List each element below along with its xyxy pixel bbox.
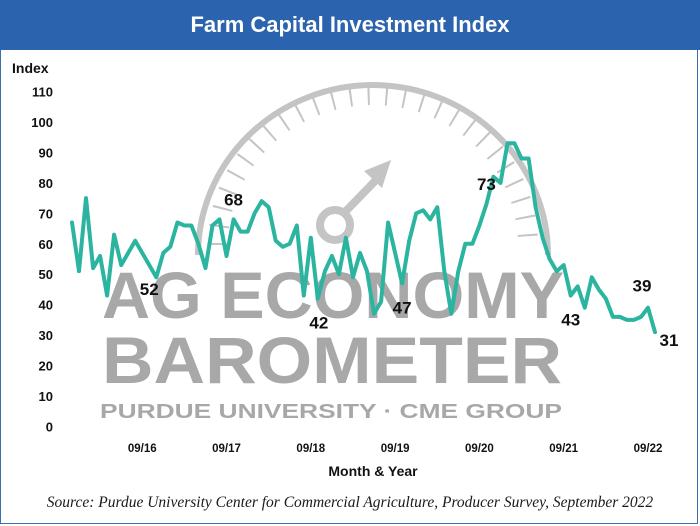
x-tick-label: 09/18	[296, 443, 325, 455]
series-layer	[70, 141, 657, 335]
y-tick-label: 0	[46, 420, 53, 435]
source-note: Source: Purdue University Center for Com…	[46, 494, 654, 511]
data-label: 73	[477, 175, 496, 194]
data-label: 31	[660, 331, 679, 350]
y-tick-label: 110	[32, 85, 53, 100]
data-label: 47	[393, 298, 412, 317]
data-labels: 52 68 42 47 73 43 39 31	[140, 175, 679, 350]
y-tick-label: 60	[39, 237, 53, 252]
y-tick-label: 70	[39, 206, 53, 221]
y-tick-label: 100	[31, 115, 53, 130]
x-tick-label: 09/17	[212, 443, 241, 455]
x-tick-label: 09/16	[128, 443, 157, 455]
watermark-line-1: AG ECONOMY	[102, 258, 564, 332]
x-tick-label: 09/22	[634, 443, 663, 455]
watermark-gauge	[195, 82, 551, 256]
data-label: 39	[633, 277, 652, 296]
x-tick-label: 09/19	[381, 443, 410, 455]
y-tick-label: 10	[39, 389, 53, 404]
x-tick-label: 09/20	[465, 443, 494, 455]
y-tick-label: 20	[39, 359, 53, 374]
y-tick-label: 90	[39, 145, 53, 160]
data-label: 52	[140, 280, 159, 299]
y-tick-label: 50	[39, 267, 53, 282]
data-label: 42	[309, 314, 328, 333]
data-label: 68	[224, 190, 243, 209]
y-axis-title: Index	[12, 60, 49, 76]
y-tick-label: 30	[39, 328, 53, 343]
y-axis-ticks: 0 10 20 30 40 50 60 70 80 90 100 110	[31, 85, 53, 435]
chart-title: Farm Capital Investment Index	[0, 0, 700, 50]
x-tick-label: 09/21	[549, 443, 578, 455]
x-axis-ticks: 09/16 09/17 09/18 09/19 09/20 09/21 09/22	[128, 443, 663, 455]
watermark-line-2: BAROMETER	[102, 323, 562, 397]
series-line	[70, 141, 657, 335]
watermark-line-3: PURDUE UNIVERSITY · CME GROUP	[100, 401, 562, 423]
y-tick-label: 80	[39, 176, 53, 191]
y-tick-label: 40	[39, 298, 53, 313]
data-label: 43	[561, 311, 580, 330]
x-axis-title: Month & Year	[328, 463, 418, 479]
